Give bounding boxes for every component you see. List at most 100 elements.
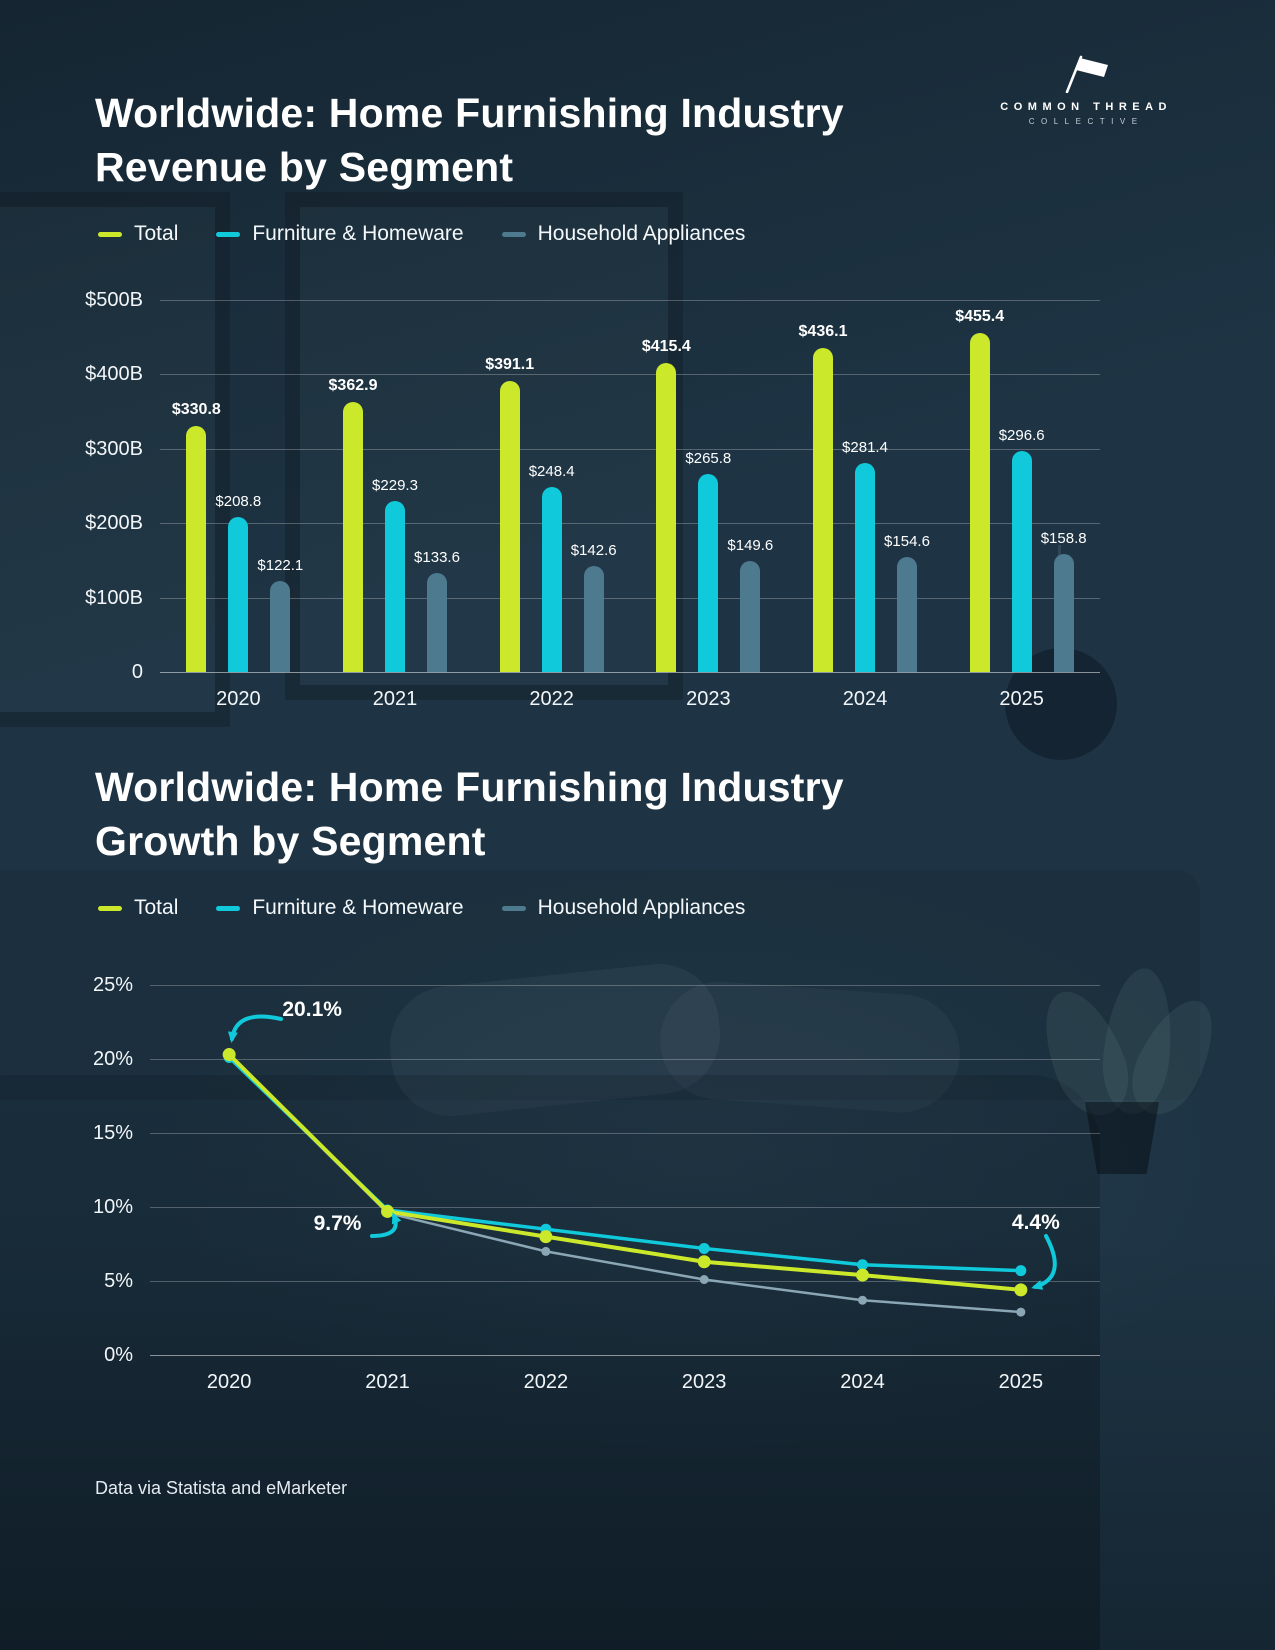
x-tick-label: 2022: [523, 1371, 569, 1393]
bar-furniture: $248.4: [529, 463, 575, 672]
bar-value-label: $265.8: [685, 450, 732, 468]
y-tick-label: 10%: [92, 1196, 133, 1218]
bar-group: $330.8 $208.8 $122.1: [172, 401, 303, 672]
y-tick-label: 20%: [92, 1048, 133, 1070]
bar-appliances: $122.1: [257, 557, 303, 672]
legend-label-total: Total: [134, 222, 179, 245]
point-appliances: [1016, 1307, 1026, 1317]
bar-furniture: $281.4: [842, 439, 888, 672]
bar-value-label: $281.4: [842, 438, 888, 456]
x-tick-label: 2024: [840, 1371, 885, 1393]
legend-label-total: Total: [134, 896, 179, 919]
gridline: [160, 374, 1100, 376]
bar-group: $436.1 $281.4 $154.6: [799, 323, 930, 672]
annotation-arrow-20-1: [227, 1014, 283, 1043]
y-tick-label: $400B: [85, 363, 143, 386]
growth-chart-title: Worldwide: Home Furnishing Industry Grow…: [95, 760, 844, 868]
x-tick-label: 2021: [372, 688, 418, 710]
legend-swatch-furniture: [216, 905, 241, 911]
legend-item-appliances: Household Appliances: [501, 222, 745, 246]
point-total: [697, 1255, 711, 1269]
bar-value-label: $142.6: [570, 541, 617, 559]
brand-subname: COLLECTIVE: [1028, 117, 1144, 126]
bar-total: $391.1: [485, 356, 534, 672]
bar-appliances: $142.6: [571, 542, 617, 672]
legend-item-furniture: Furniture & Homeware: [216, 222, 464, 246]
line-total: [227, 1052, 1023, 1292]
x-tick-label: 2020: [206, 1371, 252, 1393]
bar-furniture: $208.8: [215, 493, 261, 672]
legend-item-total: Total: [98, 222, 178, 246]
point-total: [539, 1230, 553, 1244]
bar-group: $455.4 $296.6 $158.8: [955, 308, 1087, 672]
growth-title-line1: Worldwide: Home Furnishing Industry: [95, 764, 844, 810]
bar-total: $415.4: [642, 338, 691, 672]
legend-swatch-total: [98, 905, 122, 911]
growth-lines: [222, 1048, 1028, 1317]
x-tick-label: 2020: [216, 688, 261, 710]
legend-label-furniture: Furniture & Homeware: [252, 896, 464, 919]
bar-value-label: $248.4: [528, 463, 575, 481]
x-tick-label: 2021: [365, 1371, 410, 1393]
bar-value-label: $415.4: [641, 337, 691, 355]
y-tick-label: 5%: [104, 1270, 133, 1292]
bar-group: $362.9 $229.3 $133.6: [329, 377, 460, 672]
data-source: Data via Statista and eMarketer: [95, 1478, 348, 1498]
annotation-label: 20.1%: [282, 997, 342, 1021]
bar-value-label: $229.3: [372, 477, 418, 495]
x-tick-label: 2025: [998, 1371, 1044, 1393]
y-tick-label: 25%: [92, 974, 133, 996]
bar-value-label: $296.6: [998, 427, 1045, 445]
x-tick-label: 2022: [529, 688, 574, 710]
y-tick-label: $200B: [85, 512, 143, 535]
bar-value-label: $436.1: [798, 322, 848, 340]
point-appliances: [858, 1295, 867, 1305]
gridline: [150, 1133, 1100, 1134]
gridline: [150, 1355, 1100, 1356]
y-tick-label: 0: [131, 661, 143, 683]
bar-appliances: $158.8: [1041, 530, 1087, 672]
annotation-arrow-9-7: [370, 1212, 402, 1238]
growth-legend: Total Furniture & Homeware Household App…: [98, 896, 745, 920]
point-furniture: [857, 1259, 868, 1271]
bar-appliances: $149.6: [727, 537, 773, 672]
annotation-arrows: [227, 1014, 1057, 1290]
bar-value-label: $122.1: [257, 557, 304, 575]
bar-total: $436.1: [799, 323, 847, 672]
point-total: [856, 1268, 869, 1282]
bar-furniture: $229.3: [372, 477, 418, 672]
point-total: [381, 1204, 394, 1218]
annotation-label: 9.7%: [313, 1212, 362, 1236]
point-appliances: [541, 1246, 551, 1256]
point-appliances: [699, 1275, 709, 1285]
bar-value-label: $133.6: [414, 548, 460, 566]
bar-value-label: $362.9: [328, 377, 378, 395]
decor-plant-leaf: [1097, 964, 1179, 1118]
gridline: [160, 300, 1100, 301]
gridline: [160, 597, 1100, 599]
y-tick-label: 0%: [104, 1344, 133, 1366]
bar-group: $415.4 $265.8 $149.6: [642, 338, 773, 672]
y-tick-label: 15%: [92, 1122, 133, 1144]
gridline: [150, 1281, 1100, 1282]
bar-value-label: $154.6: [884, 532, 930, 550]
bar-group: $391.1 $248.4 $142.6: [485, 356, 617, 672]
x-tick-label: 2024: [842, 688, 888, 710]
revenue-title-line2: Revenue by Segment: [95, 144, 514, 191]
annotation-arrow-4-4: [1031, 1234, 1057, 1290]
point-furniture: [698, 1242, 710, 1254]
x-tick-label: 2023: [686, 688, 731, 710]
gridline: [160, 523, 1100, 525]
growth-line-chart: 0% 5% 10% 15% 20% 25% 2020 2021 2022 2023 2024 2025…: [93, 974, 1100, 1393]
legend-swatch-appliances: [501, 231, 526, 237]
bar-furniture: $265.8: [685, 450, 731, 672]
bar-value-label: $158.8: [1040, 529, 1087, 547]
legend-label-appliances: Household Appliances: [537, 896, 746, 919]
y-tick-label: $300B: [85, 437, 143, 460]
bar-value-label: $149.6: [727, 536, 774, 554]
bar-furniture: $296.6: [999, 427, 1045, 672]
bar-appliances: $154.6: [884, 533, 930, 672]
bar-total: $455.4: [955, 308, 1004, 672]
growth-title-line2: Growth by Segment: [95, 818, 486, 865]
